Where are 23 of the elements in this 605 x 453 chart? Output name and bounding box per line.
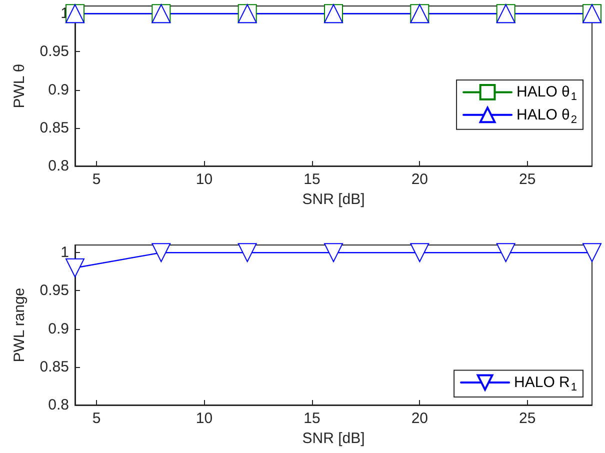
x-tick-label: 10 [196,410,213,427]
y-axis-title: PWL range [11,288,28,362]
x-tick-label: 20 [411,410,428,427]
x-tick-label: 20 [411,171,428,188]
x-tick-label: 15 [304,171,320,188]
y-tick-label: 0.95 [40,282,69,300]
x-tick-label: 15 [304,410,320,427]
y-tick-label: 0.8 [48,396,69,414]
y-axis-title: PWL θ [11,64,28,108]
x-tick-label: 25 [519,410,536,427]
x-tick-label: 5 [92,410,101,427]
x-tick-label: 5 [92,171,101,188]
x-axis-title: SNR [dB] [302,430,365,447]
y-tick-label: 0.85 [40,358,69,376]
y-tick-label: 0.9 [48,320,69,338]
y-tick-label: 0.9 [48,81,69,98]
x-axis-title: SNR [dB] [302,190,365,208]
x-tick-label: 25 [519,171,536,188]
y-tick-label: 0.95 [40,43,69,60]
x-tick-label: 10 [196,171,213,188]
y-tick-label: 0.85 [40,119,69,136]
y-tick-label: 0.8 [48,158,69,174]
y-tick-label: 1 [60,244,69,262]
